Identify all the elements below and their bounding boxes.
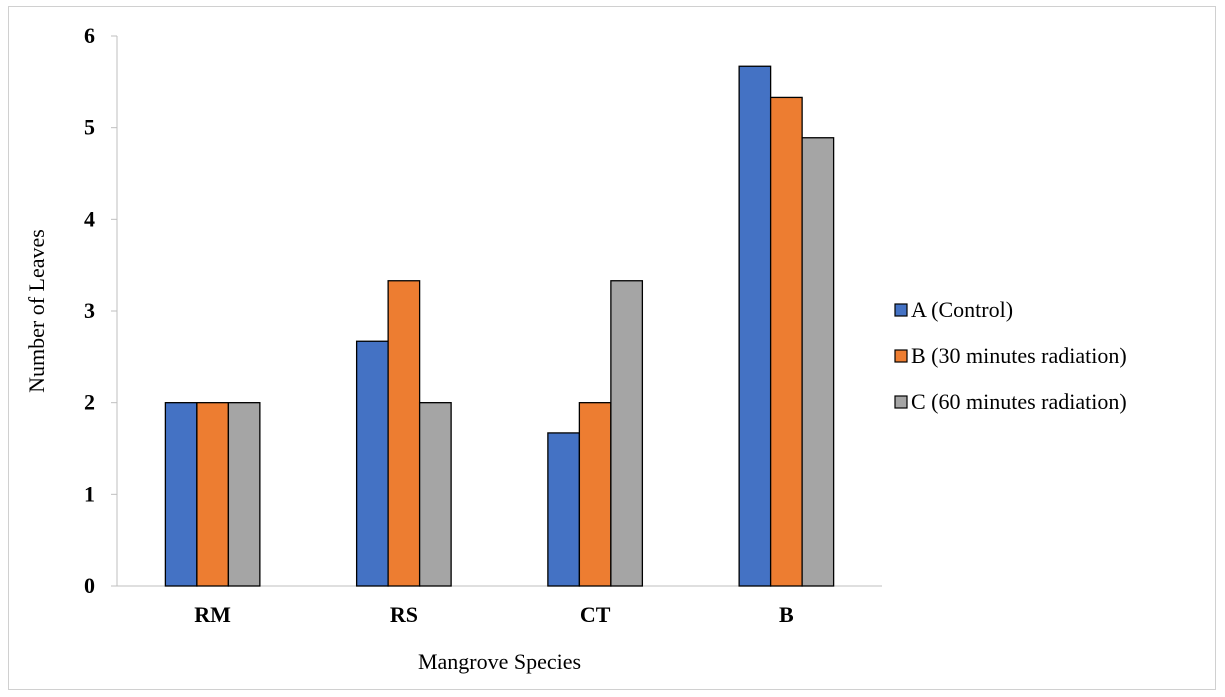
legend-swatch [894,395,908,409]
y-tick-label: 4 [84,206,95,231]
x-tick-label: RS [390,602,418,627]
legend-label: C (60 minutes radiation) [911,389,1127,414]
legend-swatch [894,349,908,363]
y-tick-label: 1 [84,481,95,506]
x-axis: RM RS CT B [117,585,882,627]
y-axis-title: Number of Leaves [24,229,49,393]
bar-b-series-3 [801,137,835,587]
bar-rm-series-1 [164,402,198,587]
bars [164,65,835,587]
y-tick-label: 6 [84,23,95,48]
bar-ct-series-2 [578,402,612,587]
legend-swatch [894,303,908,317]
x-tick-label: CT [580,602,611,627]
y-tick-label: 3 [84,298,95,323]
bar-b-series-2 [769,96,803,587]
bar-b-series-1 [738,65,772,587]
bar-rs-series-2 [387,280,421,587]
legend-label: A (Control) [911,297,1013,322]
y-axis: 0 1 2 3 4 5 6 [84,23,118,598]
bar-rs-series-3 [418,402,452,587]
bar-rm-series-3 [227,402,261,587]
bar-ct-series-3 [610,280,644,587]
x-tick-label: B [779,602,794,627]
bar-ct-series-1 [547,432,581,587]
y-tick-label: 0 [84,573,95,598]
legend: A (Control) B (30 minutes radiation) C (60… [894,297,1127,414]
bar-rm-series-2 [196,402,230,587]
x-axis-title: Mangrove Species [418,649,581,674]
bar-rs-series-1 [355,340,389,587]
x-tick-label: RM [194,602,231,627]
y-tick-label: 5 [84,115,95,140]
legend-label: B (30 minutes radiation) [911,343,1127,368]
y-tick-label: 2 [84,390,95,415]
